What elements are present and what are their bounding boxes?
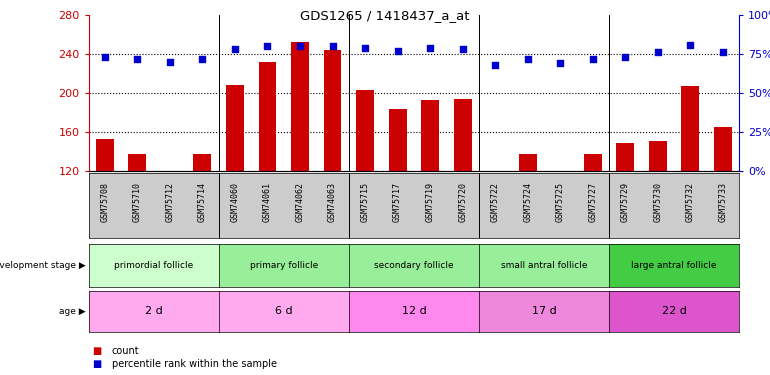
Text: GSM75715: GSM75715 [360,182,370,222]
Text: GSM75720: GSM75720 [458,182,467,222]
Bar [226,85,244,171]
Text: secondary follicle: secondary follicle [374,261,454,270]
Point [164,58,176,64]
Point [457,46,469,52]
Text: GSM75727: GSM75727 [588,182,598,222]
Bar [519,154,537,171]
Text: GSM75710: GSM75710 [133,182,142,222]
Text: GSM75730: GSM75730 [654,182,662,222]
Text: primordial follicle: primordial follicle [114,261,193,270]
Point [391,48,403,54]
Text: GSM74062: GSM74062 [296,182,304,222]
Bar [584,154,601,171]
Point [359,45,371,51]
Point [717,50,729,55]
Text: GSM75717: GSM75717 [393,182,402,222]
Bar [454,99,471,171]
Text: ■: ■ [92,359,102,369]
Bar [129,154,146,171]
Text: age ▶: age ▶ [59,307,86,316]
Point [326,43,339,49]
Bar [551,171,569,172]
Text: 2 d: 2 d [145,306,162,316]
Text: GSM75719: GSM75719 [426,182,434,222]
Bar [714,127,732,171]
Text: GSM74060: GSM74060 [230,182,239,222]
Point [294,43,306,49]
Point [131,56,143,62]
Text: primary follicle: primary follicle [249,261,318,270]
Point [261,43,273,49]
Text: GSM75729: GSM75729 [621,182,630,222]
Bar [193,154,211,171]
Text: GSM75714: GSM75714 [198,182,207,222]
Text: percentile rank within the sample: percentile rank within the sample [112,359,276,369]
Point [587,56,599,62]
Text: GSM75722: GSM75722 [490,182,500,222]
Text: 17 d: 17 d [531,306,557,316]
Text: small antral follicle: small antral follicle [500,261,588,270]
Point [619,54,631,60]
Text: GSM75708: GSM75708 [100,182,109,222]
Point [554,60,567,66]
Bar [259,62,276,171]
Text: GSM75732: GSM75732 [686,182,695,222]
Bar [357,90,374,171]
Text: GDS1265 / 1418437_a_at: GDS1265 / 1418437_a_at [300,9,470,22]
Text: development stage ▶: development stage ▶ [0,261,86,270]
Text: GSM75712: GSM75712 [166,182,174,222]
Text: large antral follicle: large antral follicle [631,261,717,270]
Text: GSM75733: GSM75733 [718,182,728,222]
Point [489,62,501,68]
Text: ■: ■ [92,346,102,355]
Bar [161,171,179,172]
Point [521,56,534,62]
Point [424,45,437,51]
Text: GSM75724: GSM75724 [524,182,532,222]
Bar [291,42,309,171]
Bar [96,138,114,171]
Text: 22 d: 22 d [661,306,687,316]
Text: GSM75725: GSM75725 [556,182,564,222]
Text: 12 d: 12 d [401,306,427,316]
Bar [617,143,634,171]
Point [229,46,241,52]
Text: GSM74063: GSM74063 [328,182,337,222]
Point [685,42,697,48]
Bar [323,50,341,171]
Bar [681,86,699,171]
Text: GSM74061: GSM74061 [263,182,272,222]
Point [99,54,111,60]
Text: count: count [112,346,139,355]
Bar [421,100,439,171]
Bar [389,110,407,171]
Bar [487,171,504,172]
Text: 6 d: 6 d [275,306,293,316]
Point [651,50,664,55]
Point [196,56,209,62]
Bar [649,141,667,171]
